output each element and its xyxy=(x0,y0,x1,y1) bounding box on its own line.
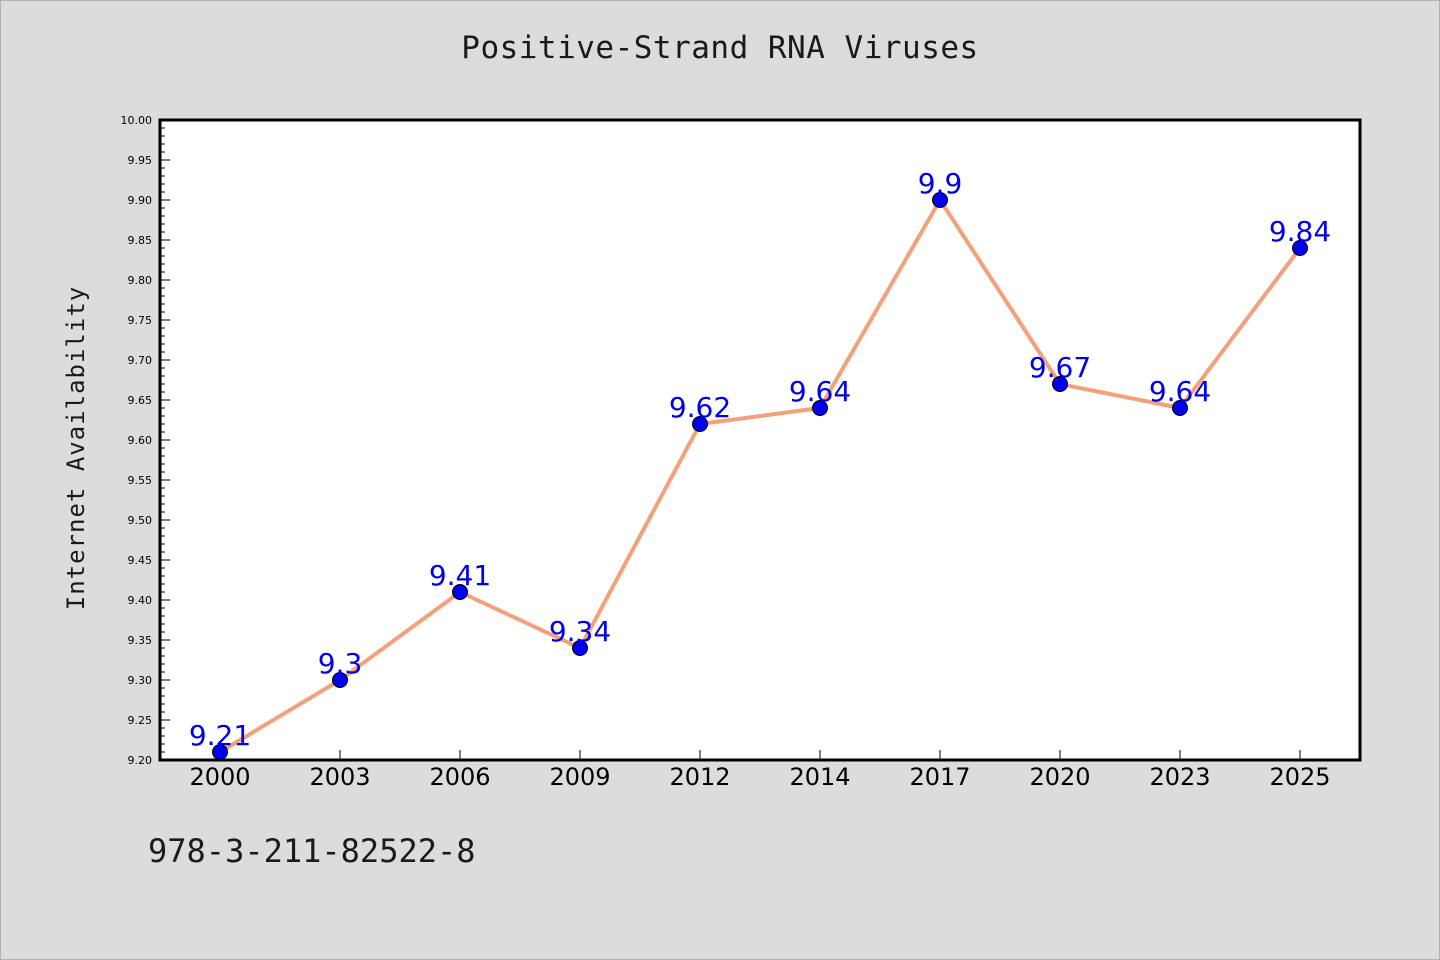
x-tick-label: 2009 xyxy=(549,763,610,791)
data-point xyxy=(212,744,228,760)
y-tick-label: 9.95 xyxy=(128,154,153,167)
y-tick-label: 9.30 xyxy=(128,674,153,687)
x-axis-ticks: 2000 2003 2006 2009 2012 2014 2017 2020 2023 2025 xyxy=(189,750,1331,791)
chart-title: Positive-Strand RNA Viruses xyxy=(461,30,979,66)
y-tick-label: 9.25 xyxy=(128,714,153,727)
y-tick-label: 9.80 xyxy=(128,274,153,287)
y-tick-label: 9.70 xyxy=(128,354,153,367)
data-label: 9.21 xyxy=(189,719,251,752)
x-tick-label: 2006 xyxy=(429,763,490,791)
x-tick-label: 2014 xyxy=(789,763,850,791)
y-tick-label: 9.45 xyxy=(128,554,153,567)
y-tick-label: 9.90 xyxy=(128,194,153,207)
y-tick-label: 9.85 xyxy=(128,234,153,247)
data-label: 9.3 xyxy=(318,647,363,680)
data-point xyxy=(332,672,348,688)
isbn-text: 978-3-211-82522-8 xyxy=(148,832,476,870)
x-tick-label: 2003 xyxy=(309,763,370,791)
y-tick-label: 9.60 xyxy=(128,434,153,447)
x-tick-label: 2012 xyxy=(669,763,730,791)
data-label: 9.34 xyxy=(549,615,611,648)
data-point xyxy=(692,416,708,432)
y-tick-label: 9.20 xyxy=(128,754,153,767)
x-tick-label: 2020 xyxy=(1029,763,1090,791)
y-tick-label: 10.00 xyxy=(121,114,153,127)
data-point xyxy=(812,400,828,416)
data-label: 9.41 xyxy=(429,559,491,592)
data-label: 9.62 xyxy=(669,391,731,424)
series-line xyxy=(218,198,1302,754)
data-point xyxy=(572,640,588,656)
data-point xyxy=(1292,240,1308,256)
y-axis-ticks: 9.20 9.25 9.30 9.35 9.40 9.45 9.50 9.55 9.60 9.65… xyxy=(121,114,170,767)
data-label: 9.67 xyxy=(1029,351,1091,384)
data-label: 9.9 xyxy=(918,167,963,200)
y-tick-label: 9.40 xyxy=(128,594,153,607)
x-tick-label: 2025 xyxy=(1269,763,1330,791)
y-tick-label: 9.35 xyxy=(128,634,153,647)
plot-area xyxy=(158,118,1362,762)
x-tick-label: 2017 xyxy=(909,763,970,791)
data-label: 9.64 xyxy=(1149,375,1211,408)
data-labels: 9.21 9.3 9.41 9.34 9.62 9.64 9.9 9.67 9.64 9.84 xyxy=(189,167,1331,752)
data-point xyxy=(452,584,468,600)
data-label: 9.64 xyxy=(789,375,851,408)
data-markers xyxy=(212,192,1308,760)
data-label: 9.84 xyxy=(1269,215,1331,248)
y-tick-label: 9.75 xyxy=(128,314,153,327)
data-point xyxy=(1172,400,1188,416)
y-tick-label: 9.55 xyxy=(128,474,153,487)
y-tick-label: 9.65 xyxy=(128,394,153,407)
y-tick-label: 9.50 xyxy=(128,514,153,527)
x-tick-label: 2023 xyxy=(1149,763,1210,791)
data-point xyxy=(932,192,948,208)
data-point xyxy=(1052,376,1068,392)
x-tick-label: 2000 xyxy=(189,763,250,791)
